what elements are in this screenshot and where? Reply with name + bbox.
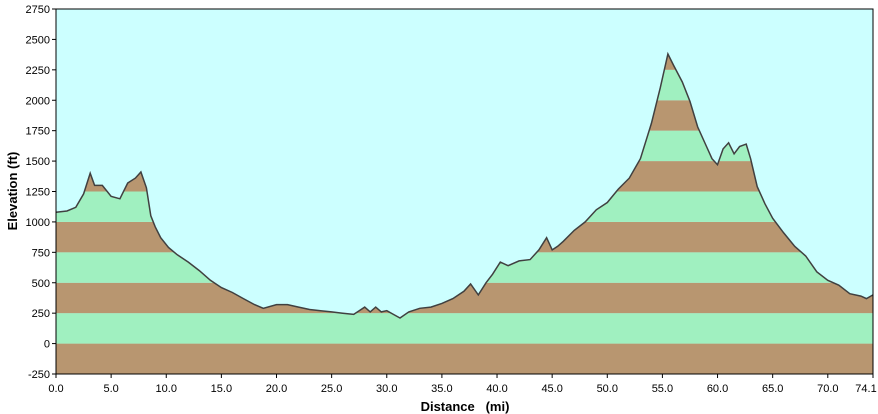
elevation-profile-line [55, 51, 874, 319]
elevation-band [56, 313, 873, 344]
x-tick-label: 30.0 [376, 383, 397, 395]
y-tick-label: 0 [44, 339, 50, 351]
x-tick-label: 60.0 [707, 383, 728, 395]
y-tick-label: 1250 [26, 187, 50, 199]
elevation-band [56, 343, 873, 374]
x-tick-label: 40.0 [486, 383, 507, 395]
y-axis-title: Elevation (ft) [5, 152, 20, 231]
x-tick-label: 45.0 [541, 383, 562, 395]
x-tick-label: 55.0 [652, 383, 673, 395]
y-tick-label: 2250 [26, 65, 50, 77]
x-tick-label: 10.0 [156, 383, 177, 395]
y-tick-label: 2500 [26, 34, 50, 46]
x-tick-label: 0.0 [48, 383, 63, 395]
y-axis: 2750250022502000175015001250100075050025… [26, 4, 56, 381]
y-tick-label: 2750 [26, 4, 50, 16]
x-tick-label: 74.1 [855, 383, 876, 395]
y-tick-label: 250 [32, 308, 50, 320]
x-tick-label: 65.0 [762, 383, 783, 395]
y-tick-label: 2000 [26, 95, 50, 107]
y-tick-label: 500 [32, 278, 50, 290]
y-tick-label: 750 [32, 247, 50, 259]
y-tick-label: -250 [28, 369, 50, 381]
x-tick-label: 25.0 [321, 383, 342, 395]
x-tick-label: 35.0 [431, 383, 452, 395]
x-tick-label: 20.0 [266, 383, 287, 395]
x-tick-label: 50.0 [597, 383, 618, 395]
x-tick-label: 15.0 [211, 383, 232, 395]
x-tick-label: 5.0 [103, 383, 118, 395]
x-tick-label: 70.0 [817, 383, 838, 395]
x-axis: 0.0 5.0 10.0 15.0 20.0 25.0 30.0 35.0 40.0 45.0 50… [48, 374, 877, 395]
y-tick-label: 1000 [26, 217, 50, 229]
y-tick-label: 1750 [26, 126, 50, 138]
y-tick-label: 1500 [26, 156, 50, 168]
x-axis-title: Distance (mi) [421, 399, 510, 414]
